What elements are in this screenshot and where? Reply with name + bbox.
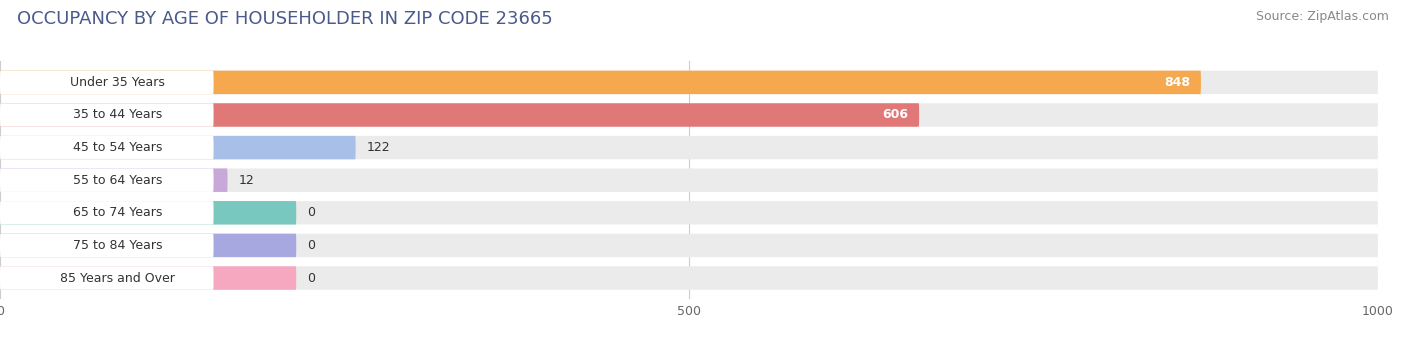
FancyBboxPatch shape <box>0 103 920 127</box>
FancyBboxPatch shape <box>0 71 1378 94</box>
FancyBboxPatch shape <box>0 234 214 257</box>
FancyBboxPatch shape <box>0 136 214 159</box>
FancyBboxPatch shape <box>0 234 297 257</box>
FancyBboxPatch shape <box>0 266 1378 290</box>
Text: 55 to 64 Years: 55 to 64 Years <box>73 174 162 187</box>
FancyBboxPatch shape <box>0 168 1378 192</box>
Text: 45 to 54 Years: 45 to 54 Years <box>73 141 162 154</box>
FancyBboxPatch shape <box>0 103 214 127</box>
Text: Source: ZipAtlas.com: Source: ZipAtlas.com <box>1256 10 1389 23</box>
FancyBboxPatch shape <box>0 168 228 192</box>
Text: 606: 606 <box>882 108 908 121</box>
FancyBboxPatch shape <box>0 266 214 290</box>
FancyBboxPatch shape <box>0 234 1378 257</box>
Text: 65 to 74 Years: 65 to 74 Years <box>73 206 162 219</box>
Text: 75 to 84 Years: 75 to 84 Years <box>73 239 162 252</box>
FancyBboxPatch shape <box>0 136 356 159</box>
FancyBboxPatch shape <box>0 201 297 224</box>
FancyBboxPatch shape <box>0 71 214 94</box>
FancyBboxPatch shape <box>0 136 1378 159</box>
FancyBboxPatch shape <box>0 201 214 224</box>
Text: 0: 0 <box>308 206 315 219</box>
FancyBboxPatch shape <box>0 201 1378 224</box>
FancyBboxPatch shape <box>0 168 214 192</box>
Text: 122: 122 <box>367 141 391 154</box>
Text: Under 35 Years: Under 35 Years <box>70 76 165 89</box>
Text: 0: 0 <box>308 272 315 285</box>
FancyBboxPatch shape <box>0 71 1201 94</box>
Text: OCCUPANCY BY AGE OF HOUSEHOLDER IN ZIP CODE 23665: OCCUPANCY BY AGE OF HOUSEHOLDER IN ZIP C… <box>17 10 553 28</box>
FancyBboxPatch shape <box>0 103 1378 127</box>
Text: 35 to 44 Years: 35 to 44 Years <box>73 108 162 121</box>
FancyBboxPatch shape <box>0 266 297 290</box>
Text: 848: 848 <box>1164 76 1189 89</box>
Text: 0: 0 <box>308 239 315 252</box>
Text: 12: 12 <box>239 174 254 187</box>
Text: 85 Years and Over: 85 Years and Over <box>60 272 174 285</box>
